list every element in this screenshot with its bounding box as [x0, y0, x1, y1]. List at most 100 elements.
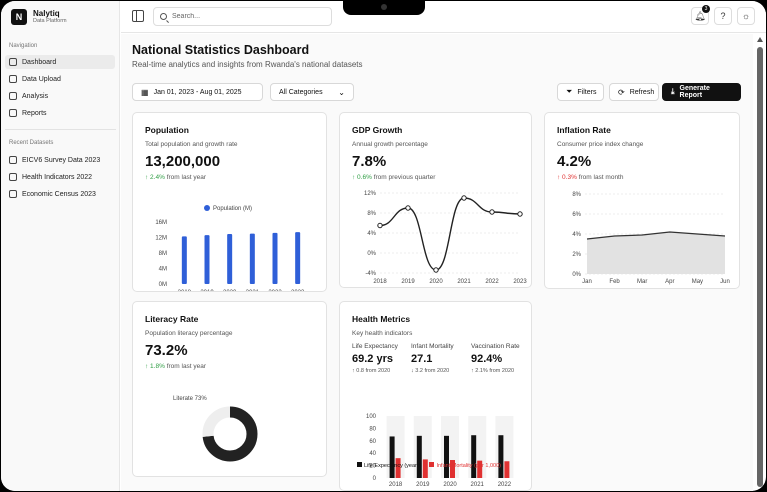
sidebar-item-analysis[interactable]: Analysis [5, 89, 115, 103]
health-bar [422, 459, 428, 478]
recent-dataset-label: Health Indicators 2022 [22, 173, 93, 181]
x-tick-label: Jan [582, 279, 592, 285]
sidebar-divider [5, 129, 116, 130]
population-bar [204, 235, 210, 284]
sidebar-item-dashboard[interactable]: Dashboard [5, 55, 115, 69]
recent-dataset-label: Economic Census 2023 [22, 190, 96, 198]
population-bar [249, 233, 255, 284]
filters-button[interactable]: ⏷ Filters [557, 83, 604, 101]
card-value: 13,200,000 [145, 153, 221, 170]
y-tick-label: 40 [369, 451, 376, 457]
recent-dataset-item[interactable]: Health Indicators 2022 [5, 170, 115, 184]
legend-label: Infant Mortality (per 1,000) [436, 463, 501, 469]
dashboard-icon [9, 58, 17, 66]
category-select[interactable]: All Categories ⌄ [270, 83, 354, 101]
x-tick-label: 2019 [401, 279, 415, 285]
health-metric: Vaccination Rate 92.4% ↑ 2.1% from 2020 [471, 343, 520, 374]
x-tick-label: Apr [665, 279, 674, 285]
y-tick-label: 8M [159, 251, 167, 257]
sidebar-item-reports[interactable]: Reports [5, 106, 115, 120]
app-subtitle: Data Platform [33, 18, 67, 24]
bell-icon: 🔔︎ [694, 10, 706, 21]
search-box[interactable] [153, 7, 332, 26]
health-bar [395, 458, 401, 478]
generate-report-button[interactable]: ⤓ Generate Report [662, 83, 741, 101]
app-name: Nalytiq [33, 9, 60, 18]
population-bar [181, 236, 187, 284]
sidebar-item-label: Data Upload [22, 75, 61, 83]
sidebar-item-label: Analysis [22, 92, 49, 100]
x-tick-label: 2022 [498, 482, 512, 488]
sidebar-toggle-button[interactable] [132, 10, 144, 22]
filter-icon: ⏷ [566, 87, 573, 96]
search-input[interactable] [172, 13, 322, 20]
change-note: from last month [578, 174, 624, 181]
y-tick-label: 0% [367, 251, 376, 257]
sidebar-item-data-upload[interactable]: Data Upload [5, 72, 115, 86]
scroll-thumb[interactable] [757, 47, 763, 487]
inflation-line [586, 231, 726, 240]
file-icon [9, 173, 17, 181]
legend-label: Population (M) [213, 206, 252, 212]
health-bar [416, 435, 422, 478]
card-description: Annual growth percentage [352, 141, 428, 148]
slice-label: Literate 73% [173, 396, 207, 402]
metric-value: 69.2 yrs [352, 353, 393, 365]
population-bar [295, 232, 301, 284]
x-tick-label: 2020 [443, 482, 457, 488]
y-tick-label: 80 [369, 426, 376, 432]
legend-item: Life Expectancy (years) [357, 462, 421, 469]
recent-dataset-item[interactable]: Economic Census 2023 [5, 187, 115, 201]
y-tick-label: -4% [365, 271, 376, 277]
legend-swatch [204, 205, 210, 211]
date-range-picker[interactable]: ▦ Jan 01, 2023 - Aug 01, 2025 [132, 83, 263, 101]
health-metric: Life Expectancy 69.2 yrs ↑ 0.8 from 2020 [352, 343, 398, 374]
x-tick-label: Jun [720, 279, 730, 285]
gdp-point [405, 205, 411, 211]
upload-icon [9, 75, 17, 83]
search-icon [160, 13, 167, 20]
card-value: 4.2% [557, 153, 592, 170]
help-button[interactable]: ? [714, 7, 732, 25]
card-description: Total population and growth rate [145, 141, 238, 148]
notifications-button[interactable]: 🔔︎ 3 [691, 5, 710, 25]
x-tick-label: 2019 [416, 482, 430, 488]
gdp-point [489, 209, 495, 215]
refresh-button[interactable]: ⟳ Refresh [609, 83, 659, 101]
literacy-card: Literacy Rate Population literacy percen… [132, 301, 327, 477]
health-bar [504, 461, 510, 478]
y-tick-label: 16M [155, 220, 167, 226]
change-note: from previous quarter [373, 174, 436, 181]
category-value: All Categories [279, 88, 323, 96]
recent-dataset-item[interactable]: EICV6 Survey Data 2023 [5, 153, 115, 167]
x-tick-label: Feb [609, 279, 620, 285]
card-description: Consumer price index change [557, 141, 644, 148]
x-tick-label: May [692, 279, 703, 285]
card-title: Literacy Rate [145, 314, 199, 324]
theme-toggle-button[interactable]: ☼ [737, 7, 755, 25]
metric-change: ↓ 3.2 from 2020 [411, 368, 450, 374]
y-tick-label: 100 [366, 414, 377, 420]
card-description: Key health indicators [352, 330, 413, 337]
y-tick-label: 60 [369, 439, 376, 445]
generate-report-label: Generate Report [679, 85, 710, 99]
gdp-card: GDP Growth Annual growth percentage 7.8%… [339, 112, 532, 288]
health-bar [477, 460, 483, 478]
scroll-up-arrow-icon[interactable] [757, 37, 763, 42]
notification-badge: 3 [702, 5, 710, 13]
literacy-chart: Literate 73% [173, 396, 258, 462]
metric-label: Infant Mortality [411, 343, 454, 350]
x-tick-label: 2023 [291, 290, 305, 291]
legend-label: Life Expectancy (years) [364, 463, 422, 469]
camera-icon [381, 4, 387, 10]
population-card: Population Total population and growth r… [132, 112, 327, 292]
health-bar [444, 435, 449, 478]
x-tick-label: 2021 [471, 482, 485, 488]
recent-dataset-label: EICV6 Survey Data 2023 [22, 156, 101, 164]
change-value: ↑ 2.4% [145, 174, 165, 181]
help-icon: ? [720, 11, 726, 21]
logo-icon: N [11, 9, 27, 25]
brand[interactable]: N Nalytiq Data Platform [11, 9, 67, 25]
scrollbar[interactable] [756, 37, 764, 491]
filters-label: Filters [577, 88, 597, 96]
